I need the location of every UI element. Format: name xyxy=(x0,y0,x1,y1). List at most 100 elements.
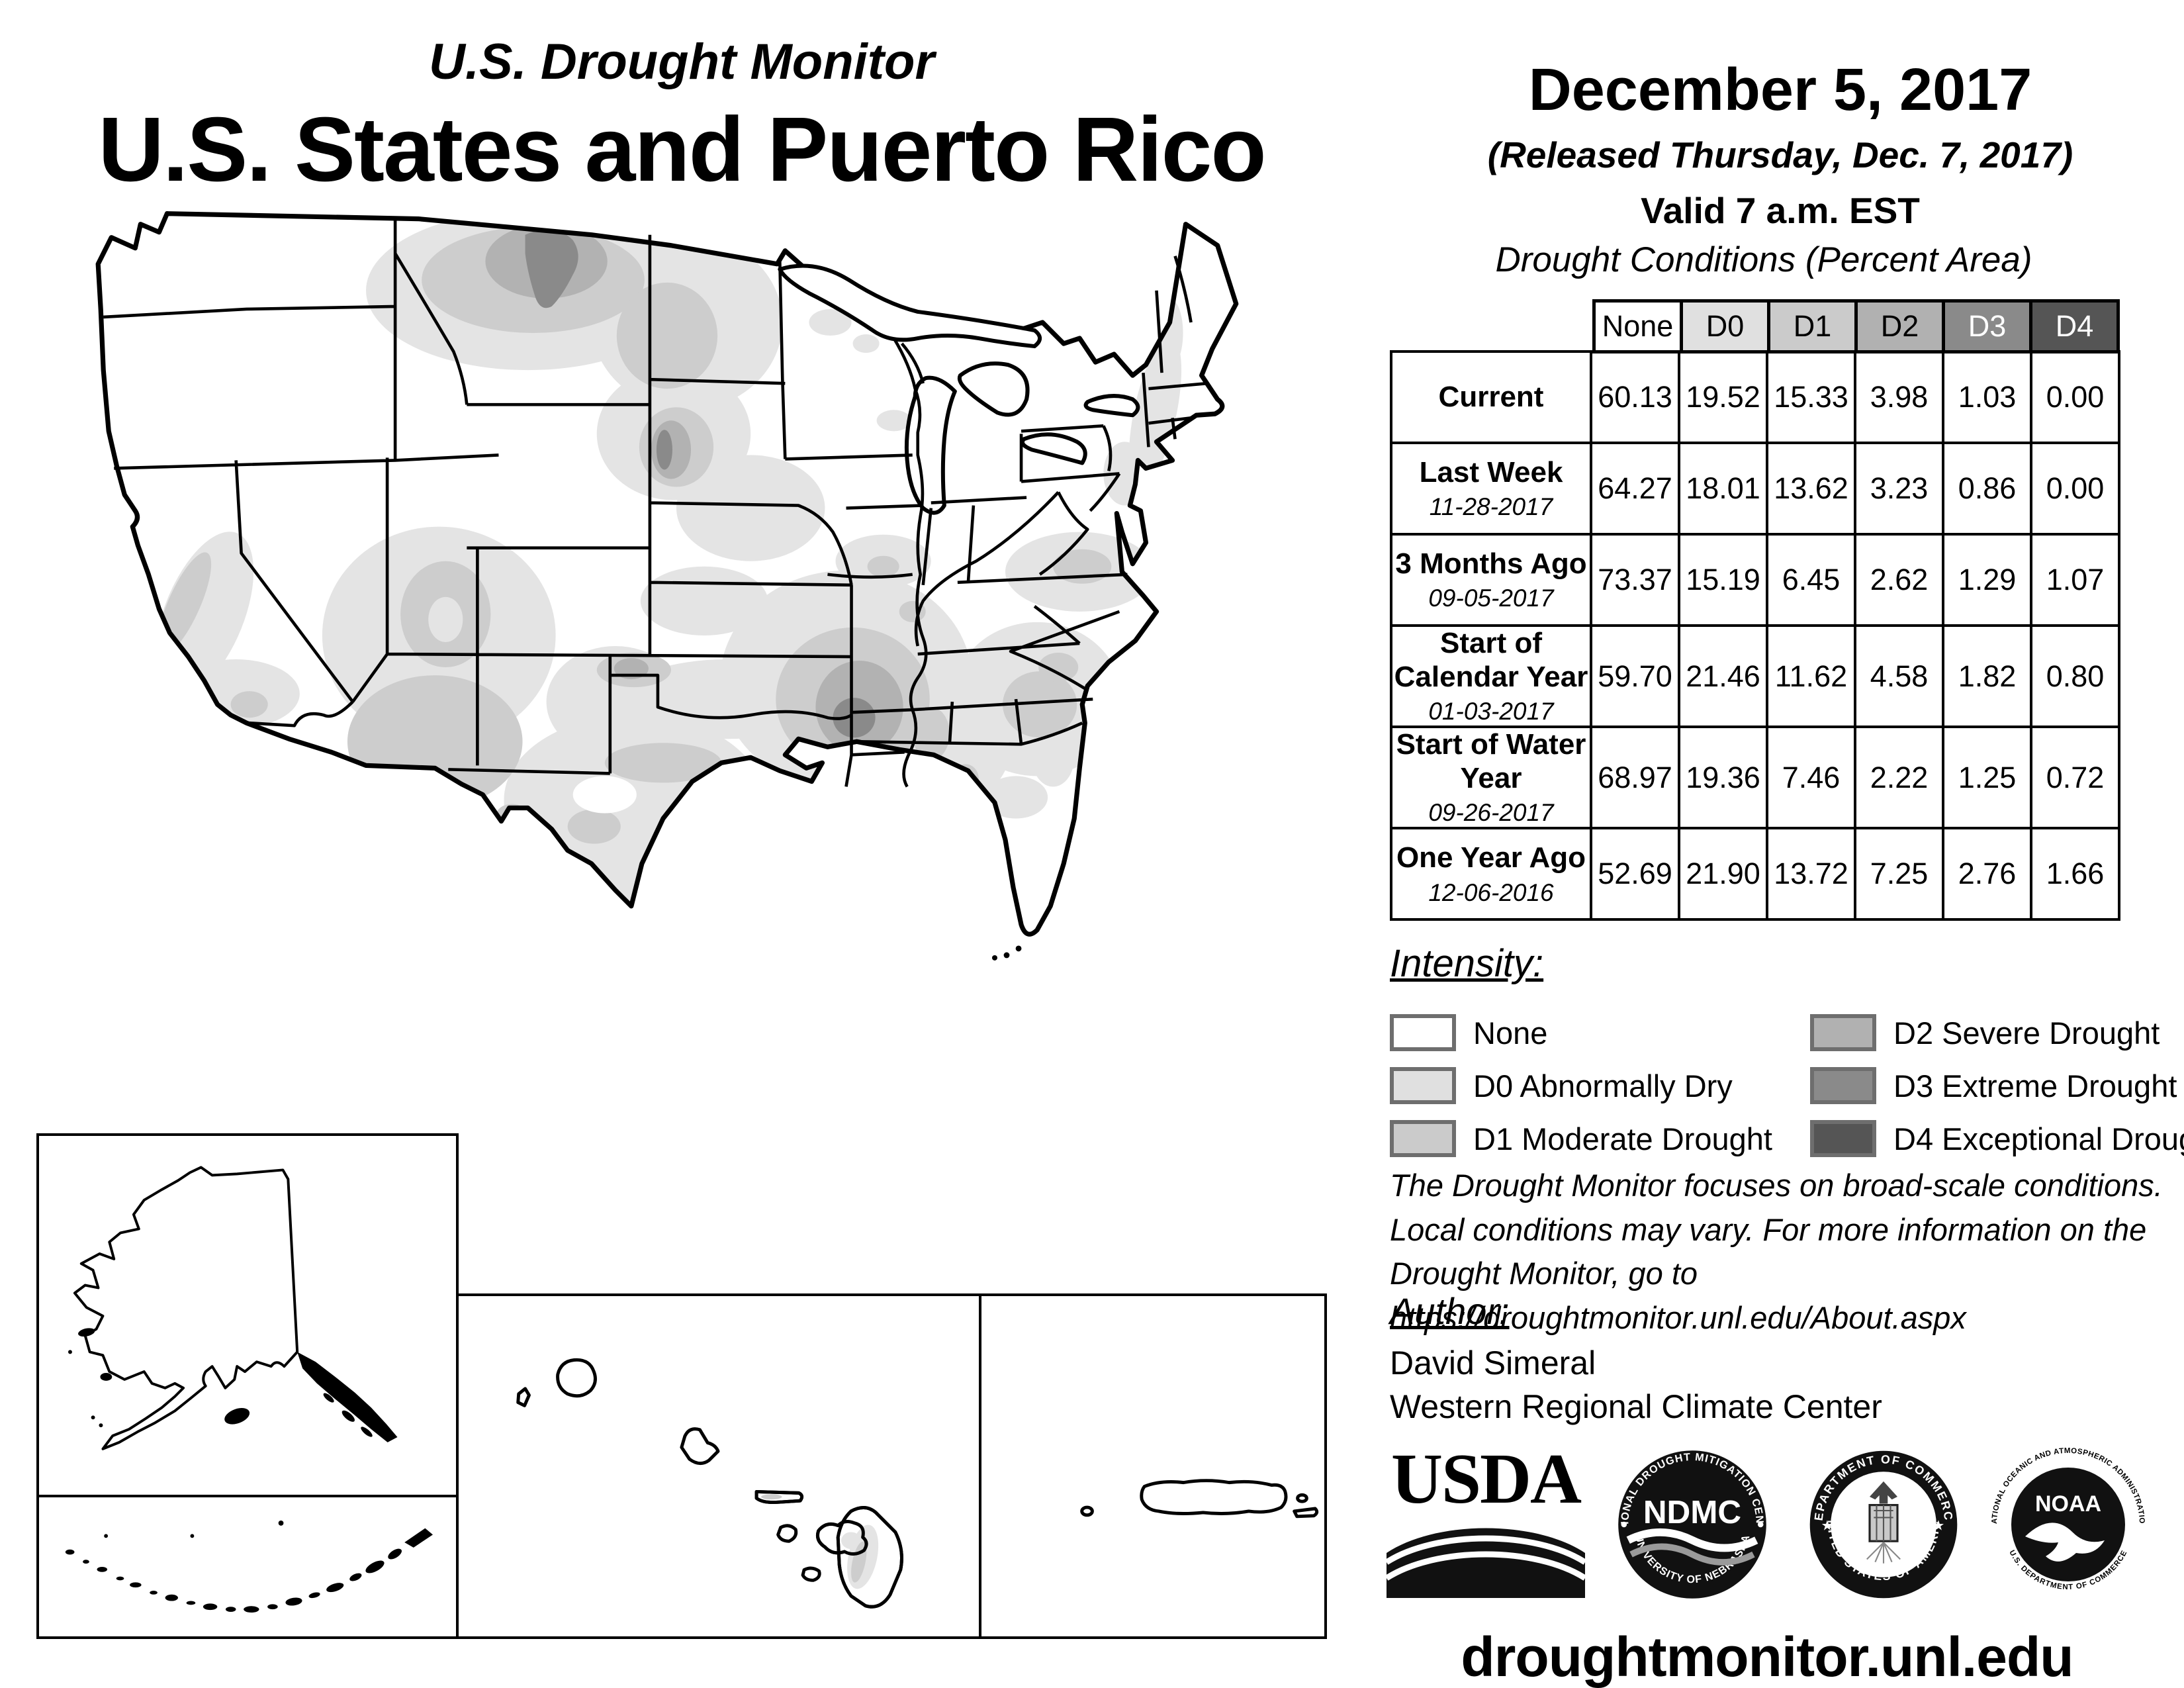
col-header-d2: D2 xyxy=(1854,299,1945,353)
none-swatch xyxy=(1390,1014,1456,1051)
legend-column-left: None D0 Abnormally Dry D1 Moderate Droug… xyxy=(1390,1006,1772,1165)
col-header-d3: D3 xyxy=(1942,299,2032,353)
ndmc-wordmark: NDMC xyxy=(1643,1493,1741,1530)
col-header-d1: D1 xyxy=(1767,299,1858,353)
mona-island xyxy=(1080,1505,1094,1517)
legend-column-right: D2 Severe Drought D3 Extreme Drought D4 … xyxy=(1810,1006,2184,1165)
legend-item-d3: D3 Extreme Drought xyxy=(1810,1059,2184,1112)
table-row: One Year Ago 12-06-2016 52.69 21.90 13.72… xyxy=(1390,827,2120,921)
cell-value: 19.52 xyxy=(1678,350,1768,444)
hawaii-drought-areas xyxy=(761,1494,879,1589)
page-title: U.S. States and Puerto Rico xyxy=(98,99,1266,201)
row-date: 01-03-2017 xyxy=(1428,698,1554,726)
noaa-wordmark: NOAA xyxy=(2035,1491,2101,1517)
cell-value: 59.70 xyxy=(1590,624,1680,729)
table-header-row: None D0 D1 D2 D3 D4 xyxy=(1592,299,2120,353)
valid-time: Valid 7 a.m. EST xyxy=(1641,190,1920,231)
drought-shading xyxy=(154,213,1183,912)
cell-value: 1.66 xyxy=(2030,827,2120,921)
row-date: 09-05-2017 xyxy=(1428,585,1554,612)
author-name: David Simeral xyxy=(1390,1344,1596,1382)
cell-value: 2.62 xyxy=(1854,533,1944,627)
noaa-logo: NATIONAL OCEANIC AND ATMOSPHERIC ADMINIS… xyxy=(1989,1445,2146,1591)
svg-text:★: ★ xyxy=(1932,1518,1944,1533)
cell-value: 6.45 xyxy=(1766,533,1856,627)
cell-value: 60.13 xyxy=(1590,350,1680,444)
conus-drought-map xyxy=(95,211,1239,961)
cell-value: 7.25 xyxy=(1854,827,1944,921)
cell-value: 15.33 xyxy=(1766,350,1856,444)
d3-swatch xyxy=(1810,1067,1876,1104)
cell-value: 0.86 xyxy=(1942,442,2032,536)
lake-superior xyxy=(778,263,1042,349)
aleutian-islands-map xyxy=(65,1521,433,1613)
kahoolawe-island xyxy=(801,1566,821,1582)
cell-value: 1.82 xyxy=(1942,624,2032,729)
intensity-title: Intensity: xyxy=(1390,942,1544,985)
cell-value: 3.98 xyxy=(1854,350,1944,444)
cell-value: 1.07 xyxy=(2030,533,2120,627)
cell-value: 0.72 xyxy=(2030,726,2120,830)
row-label: Start of Calendar Year xyxy=(1394,627,1588,693)
cell-value: 13.72 xyxy=(1766,827,1856,921)
culebra-island xyxy=(1296,1493,1308,1503)
d3-areas xyxy=(525,229,876,738)
cell-value: 2.22 xyxy=(1854,726,1944,830)
usda-swoosh-icon xyxy=(1385,1528,1587,1598)
d4-swatch xyxy=(1810,1120,1876,1157)
lanai-island xyxy=(776,1524,798,1543)
lake-huron xyxy=(957,361,1030,417)
puerto-rico-map xyxy=(1080,1479,1319,1519)
cell-value: 73.37 xyxy=(1590,533,1680,627)
author-title: Author: xyxy=(1390,1290,1510,1332)
alaska-outline xyxy=(73,1166,299,1450)
row-date: 09-26-2017 xyxy=(1428,799,1554,827)
great-lakes xyxy=(778,263,1140,515)
row-date: 12-06-2016 xyxy=(1428,878,1554,906)
cell-value: 11.62 xyxy=(1766,624,1856,729)
row-label: 3 Months Ago xyxy=(1395,547,1587,580)
date-block: December 5, 2017 (Released Thursday, Dec… xyxy=(1410,56,2151,232)
aleutian-chain xyxy=(65,1521,433,1613)
cell-value: 0.00 xyxy=(2030,442,2120,536)
aleutian-islands-inset xyxy=(36,1495,459,1639)
cell-value: 1.03 xyxy=(1942,350,2032,444)
lake-erie xyxy=(1020,432,1087,465)
author-organization: Western Regional Climate Center xyxy=(1390,1388,1882,1425)
row-date: 11-28-2017 xyxy=(1429,493,1553,521)
table-row: 3 Months Ago 09-05-2017 73.37 15.19 6.45 … xyxy=(1390,533,2120,627)
oahu-island xyxy=(680,1427,720,1466)
legend-item-d1: D1 Moderate Drought xyxy=(1390,1112,1772,1165)
cell-value: 0.80 xyxy=(2030,624,2120,729)
d1-swatch xyxy=(1390,1120,1456,1157)
table-row: Start of Calendar Year 01-03-2017 59.70 2… xyxy=(1390,624,2120,729)
table-row: Last Week 11-28-2017 64.27 18.01 13.62 3.… xyxy=(1390,442,2120,536)
cell-value: 21.46 xyxy=(1678,624,1768,729)
table-title: Drought Conditions (Percent Area) xyxy=(1495,240,2032,279)
col-header-none: None xyxy=(1592,299,1683,353)
state-boundaries xyxy=(103,218,1207,788)
cell-value: 15.19 xyxy=(1678,533,1768,627)
cell-value: 0.00 xyxy=(2030,350,2120,444)
cell-value: 3.23 xyxy=(1854,442,1944,536)
usda-logo: USDA xyxy=(1385,1444,1587,1601)
cell-value: 21.90 xyxy=(1678,827,1768,921)
legend-item-none: None xyxy=(1390,1006,1772,1059)
page-kicker: U.S. Drought Monitor xyxy=(428,34,935,90)
cell-value: 13.62 xyxy=(1766,442,1856,536)
cell-value: 7.46 xyxy=(1766,726,1856,830)
puerto-rico-island xyxy=(1140,1479,1288,1515)
table-row: Start of Water Year 09-26-2017 68.97 19.3… xyxy=(1390,726,2120,830)
cell-value: 52.69 xyxy=(1590,827,1680,921)
cell-value: 68.97 xyxy=(1590,726,1680,830)
release-date: (Released Thursday, Dec. 7, 2017) xyxy=(1487,134,2073,175)
noaa-seagull-icon xyxy=(2025,1522,2105,1562)
legend-item-d4: D4 Exceptional Drought xyxy=(1810,1112,2184,1165)
cell-value: 1.29 xyxy=(1942,533,2032,627)
hawaii-inset xyxy=(456,1293,981,1639)
hawaii-map xyxy=(516,1358,903,1609)
alaska-panhandle xyxy=(297,1352,398,1442)
department-of-commerce-seal: DEPARTMENT OF COMMERCE UNITED STATES OF … xyxy=(1800,1441,1957,1598)
conus-outline xyxy=(95,211,1239,937)
